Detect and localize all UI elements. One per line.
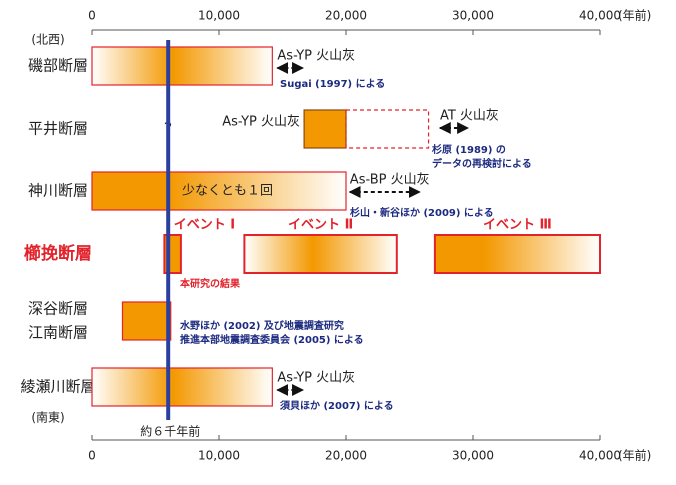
tephra-label: As-YP 火山灰	[277, 371, 355, 386]
tephra-label: As-BP 火山灰	[350, 173, 430, 188]
period-bar	[433, 234, 601, 274]
x-unit: (年前)	[618, 448, 651, 463]
source-note: 水野ほか (2002) 及び地震調査研究	[179, 319, 344, 332]
x-tick-label: 30,000	[452, 449, 494, 463]
period-bar	[303, 109, 347, 149]
row-name: 平井断層	[28, 120, 88, 138]
row-name: 綾瀬川断層	[20, 378, 95, 396]
source-note: 杉原 (1989) の	[432, 143, 506, 156]
bottom-label: (南東)	[31, 410, 64, 425]
x-tick-label: 20,000	[325, 9, 367, 23]
bar-label: 少なくとも１回	[182, 184, 273, 199]
period-bar	[345, 109, 430, 149]
event-label: イベント Ⅰ	[174, 218, 235, 233]
period-bar	[91, 367, 273, 407]
x-tick-label: 40,000	[579, 9, 621, 23]
source-note: 本研究の結果	[180, 277, 241, 290]
period-bar	[121, 301, 172, 341]
x-tick-label: 30,000	[452, 9, 494, 23]
x-tick-label: 40,000	[579, 449, 621, 463]
x-tick-label: 10,000	[198, 449, 240, 463]
row-name: 神川断層	[28, 182, 88, 200]
row-name: 江南断層	[28, 324, 88, 342]
row-name: 深谷断層	[28, 300, 88, 318]
tephra-label: As-YP 火山灰	[277, 49, 355, 64]
source-note: 須貝ほか (2007) による	[279, 399, 394, 412]
row-name: 櫛挽断層	[24, 243, 92, 264]
period-bar	[243, 234, 398, 274]
source-note: 推進本部地震調査委員会 (2005) による	[180, 333, 364, 346]
x-tick-label: 0	[88, 449, 96, 463]
x-tick-label: 20,000	[325, 449, 367, 463]
source-note: Sugai (1997) による	[280, 78, 385, 90]
period-bar	[91, 46, 273, 86]
x-unit: (年前)	[618, 8, 651, 23]
x-tick-label: 10,000	[198, 9, 240, 23]
source-note: 杉山・新谷ほか (2009) による	[350, 206, 494, 219]
source-note: データの再検討による	[432, 157, 532, 170]
tephra-label: AT 火山灰	[440, 109, 499, 124]
x-tick-label: 0	[88, 9, 96, 23]
tephra-label: As-YP 火山灰	[222, 115, 300, 130]
period-bar	[91, 171, 347, 211]
event-label: イベント Ⅱ	[288, 218, 353, 233]
top-label: (北西)	[31, 33, 64, 47]
marker-label: 約６千年前	[140, 424, 200, 439]
event-label: イベント Ⅲ	[483, 218, 552, 233]
row-name: 磯部断層	[28, 57, 88, 75]
